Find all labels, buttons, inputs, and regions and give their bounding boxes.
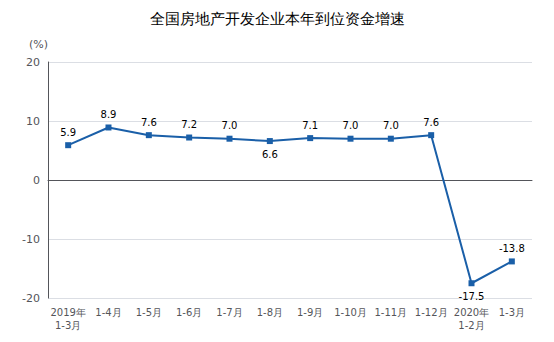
svg-text:7.2: 7.2 (181, 119, 197, 130)
svg-text:1-7月: 1-7月 (216, 307, 242, 318)
svg-text:7.0: 7.0 (343, 120, 359, 131)
svg-text:1-5月: 1-5月 (136, 307, 162, 318)
svg-text:7.6: 7.6 (423, 117, 439, 128)
svg-text:8.9: 8.9 (101, 109, 117, 120)
svg-text:7.1: 7.1 (302, 120, 318, 131)
svg-text:全国房地产开发企业本年到位资金增速: 全国房地产开发企业本年到位资金增速 (150, 10, 405, 28)
svg-text:-17.5: -17.5 (459, 291, 485, 302)
svg-text:20: 20 (26, 56, 40, 69)
svg-text:1-11月: 1-11月 (374, 307, 407, 318)
svg-text:7.6: 7.6 (141, 117, 157, 128)
svg-text:1-12月: 1-12月 (415, 307, 448, 318)
svg-text:1-4月: 1-4月 (95, 307, 121, 318)
svg-text:1-2月: 1-2月 (458, 320, 484, 331)
svg-text:2019年: 2019年 (50, 307, 85, 318)
svg-text:5.9: 5.9 (60, 127, 76, 138)
svg-text:(%): (%) (29, 38, 48, 51)
svg-text:10: 10 (26, 115, 40, 128)
svg-text:-13.8: -13.8 (499, 243, 525, 254)
svg-text:1-8月: 1-8月 (257, 307, 283, 318)
svg-text:6.6: 6.6 (262, 149, 278, 160)
svg-text:0: 0 (33, 174, 40, 187)
svg-text:1-10月: 1-10月 (334, 307, 367, 318)
svg-text:7.0: 7.0 (222, 120, 238, 131)
svg-text:-10: -10 (22, 233, 40, 246)
svg-text:1-3月: 1-3月 (499, 307, 525, 318)
svg-text:-20: -20 (22, 292, 40, 305)
svg-text:1-6月: 1-6月 (176, 307, 202, 318)
svg-text:1-9月: 1-9月 (297, 307, 323, 318)
svg-text:1-3月: 1-3月 (55, 320, 81, 331)
svg-text:7.0: 7.0 (383, 120, 399, 131)
svg-text:2020年: 2020年 (454, 307, 489, 318)
